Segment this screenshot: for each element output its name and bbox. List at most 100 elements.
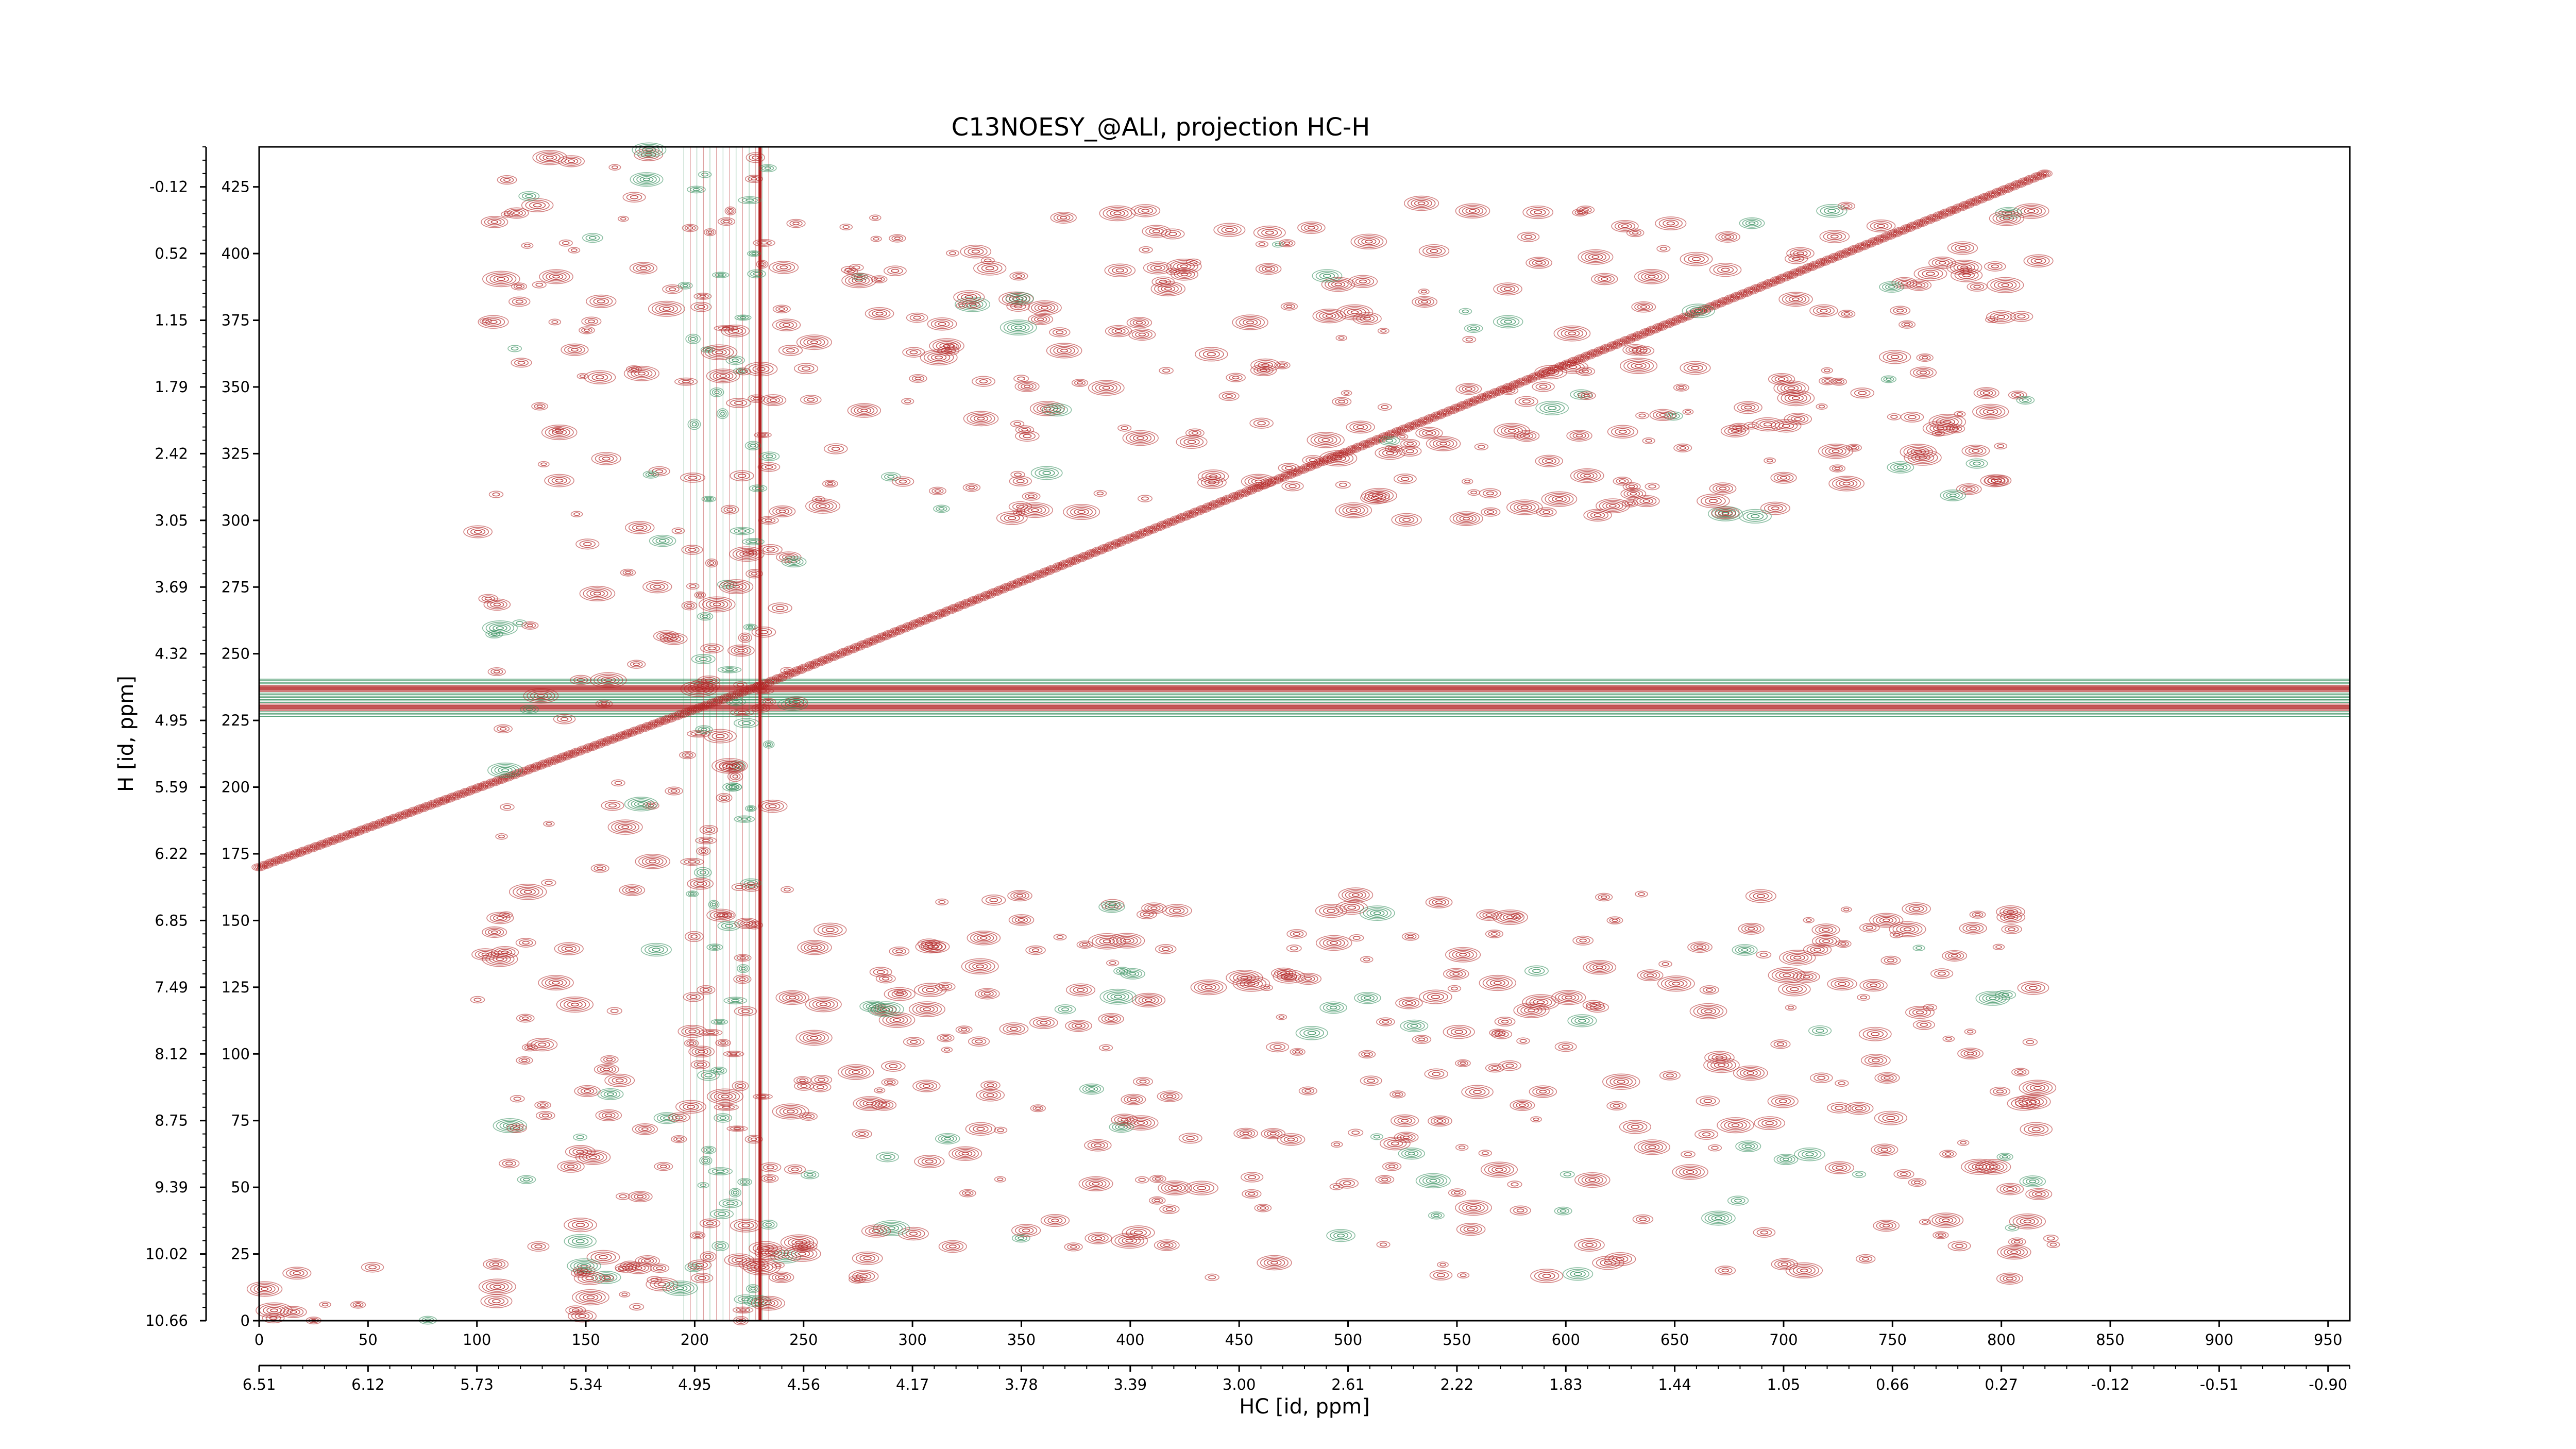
contour-peak bbox=[765, 802, 781, 810]
contour-peak bbox=[494, 724, 513, 734]
contour-peak bbox=[1639, 498, 1654, 504]
y-tick-label: 400 bbox=[222, 245, 250, 262]
contour-peak bbox=[793, 1076, 811, 1085]
contour-peak bbox=[548, 475, 571, 486]
x-tick-label: 0 bbox=[255, 1331, 264, 1349]
contour-peak bbox=[1459, 308, 1472, 315]
contour-peak bbox=[2014, 1069, 2027, 1075]
contour-peak bbox=[725, 764, 734, 768]
contour-peak bbox=[1457, 1272, 1470, 1279]
contour-peak bbox=[759, 262, 765, 266]
contour-peak bbox=[716, 373, 731, 379]
contour-peak bbox=[689, 187, 703, 193]
contour-peak bbox=[286, 1268, 308, 1278]
contour-peak bbox=[1201, 984, 1216, 991]
contour-peak bbox=[1623, 1121, 1648, 1133]
contour-peak bbox=[718, 1040, 729, 1046]
contour-peak bbox=[473, 530, 482, 534]
contour-peak bbox=[1021, 428, 1028, 432]
contour-peak bbox=[628, 366, 639, 372]
contour-peak bbox=[1817, 1075, 1826, 1080]
contour-peak bbox=[473, 998, 482, 1002]
contour-peak bbox=[1939, 418, 1955, 426]
contour-peak bbox=[1801, 1151, 1818, 1158]
contour-peak bbox=[938, 900, 946, 904]
contour-peak bbox=[1189, 1182, 1214, 1194]
contour-peak bbox=[1956, 483, 1982, 495]
contour-peak bbox=[967, 302, 981, 310]
contour-peak bbox=[1251, 478, 1266, 485]
contour-peak bbox=[587, 319, 595, 324]
contour-peak bbox=[1330, 941, 1338, 945]
x-tick-label: 950 bbox=[2314, 1331, 2342, 1349]
contour-peak bbox=[1375, 494, 1383, 498]
contour-peak bbox=[1926, 1005, 1934, 1010]
contour-peak bbox=[571, 248, 578, 252]
contour-peak bbox=[628, 1263, 649, 1273]
contour-peak bbox=[736, 1307, 750, 1313]
contour-peak bbox=[803, 1033, 825, 1043]
contour-peak bbox=[1179, 436, 1204, 447]
contour-peak bbox=[947, 344, 956, 349]
contour-peak bbox=[2025, 1098, 2041, 1105]
contour-peak bbox=[982, 1091, 998, 1099]
contour-peak bbox=[1614, 221, 1636, 231]
contour-peak bbox=[1684, 254, 1709, 265]
contour-peak bbox=[938, 1240, 967, 1253]
contour-peak bbox=[633, 263, 654, 273]
contour-peak bbox=[535, 282, 544, 287]
contour-peak bbox=[719, 374, 727, 378]
contour-peak bbox=[1606, 1075, 1637, 1089]
contour-peak bbox=[775, 1274, 788, 1280]
contour-peak bbox=[583, 587, 612, 600]
x-tick-label: 850 bbox=[2096, 1331, 2124, 1349]
contour-peak bbox=[918, 984, 943, 996]
contour-peak bbox=[1141, 902, 1167, 914]
contour-peak bbox=[660, 1165, 667, 1169]
contour-peak bbox=[921, 940, 950, 953]
contour-peak bbox=[1886, 377, 1892, 381]
contour-peak bbox=[736, 975, 749, 983]
contour-peak bbox=[1965, 458, 1988, 469]
contour-peak bbox=[1859, 979, 1888, 992]
contour-peak bbox=[1713, 264, 1738, 276]
contour-peak bbox=[1066, 505, 1097, 519]
contour-peak bbox=[1690, 307, 1707, 315]
contour-peak bbox=[710, 901, 718, 908]
contour-peak bbox=[1307, 1031, 1316, 1035]
contour-peak bbox=[538, 975, 574, 991]
contour-peak bbox=[1959, 922, 1987, 935]
contour-peak bbox=[496, 626, 504, 630]
contour-peak bbox=[852, 265, 860, 270]
contour-peak bbox=[1329, 1183, 1344, 1190]
contour-peak bbox=[1088, 1087, 1095, 1091]
x-tick-label: 350 bbox=[1007, 1331, 1036, 1349]
contour-peak bbox=[876, 277, 883, 281]
contour-peak bbox=[685, 1027, 700, 1035]
contour-peak bbox=[1349, 422, 1371, 432]
contour-peak bbox=[1459, 1201, 1488, 1215]
contour-peak bbox=[717, 666, 742, 673]
contour-peak bbox=[478, 1278, 516, 1295]
contour-peak bbox=[586, 1250, 620, 1265]
contour-peak bbox=[1360, 491, 1390, 504]
contour-peak bbox=[1141, 209, 1150, 213]
contour-peak bbox=[1754, 1116, 1786, 1131]
contour-peak bbox=[1166, 258, 1202, 274]
contour-peak bbox=[1562, 1044, 1570, 1049]
y-tick-label: 175 bbox=[222, 845, 250, 863]
contour-peak bbox=[865, 1226, 888, 1236]
contour-peak bbox=[1164, 230, 1181, 238]
contour-peak bbox=[1511, 913, 1523, 919]
contour-peak bbox=[1916, 353, 1934, 362]
contour-peak bbox=[1420, 290, 1427, 294]
contour-peak bbox=[709, 945, 721, 950]
contour-peak bbox=[1412, 1035, 1432, 1044]
contour-peak bbox=[1040, 1214, 1070, 1227]
contour-peak bbox=[1696, 1096, 1720, 1107]
contour-peak bbox=[1972, 403, 2009, 420]
contour-peak bbox=[936, 506, 947, 512]
contour-peak bbox=[1095, 383, 1117, 393]
contour-peak bbox=[928, 486, 946, 496]
contour-peak bbox=[1129, 318, 1149, 327]
